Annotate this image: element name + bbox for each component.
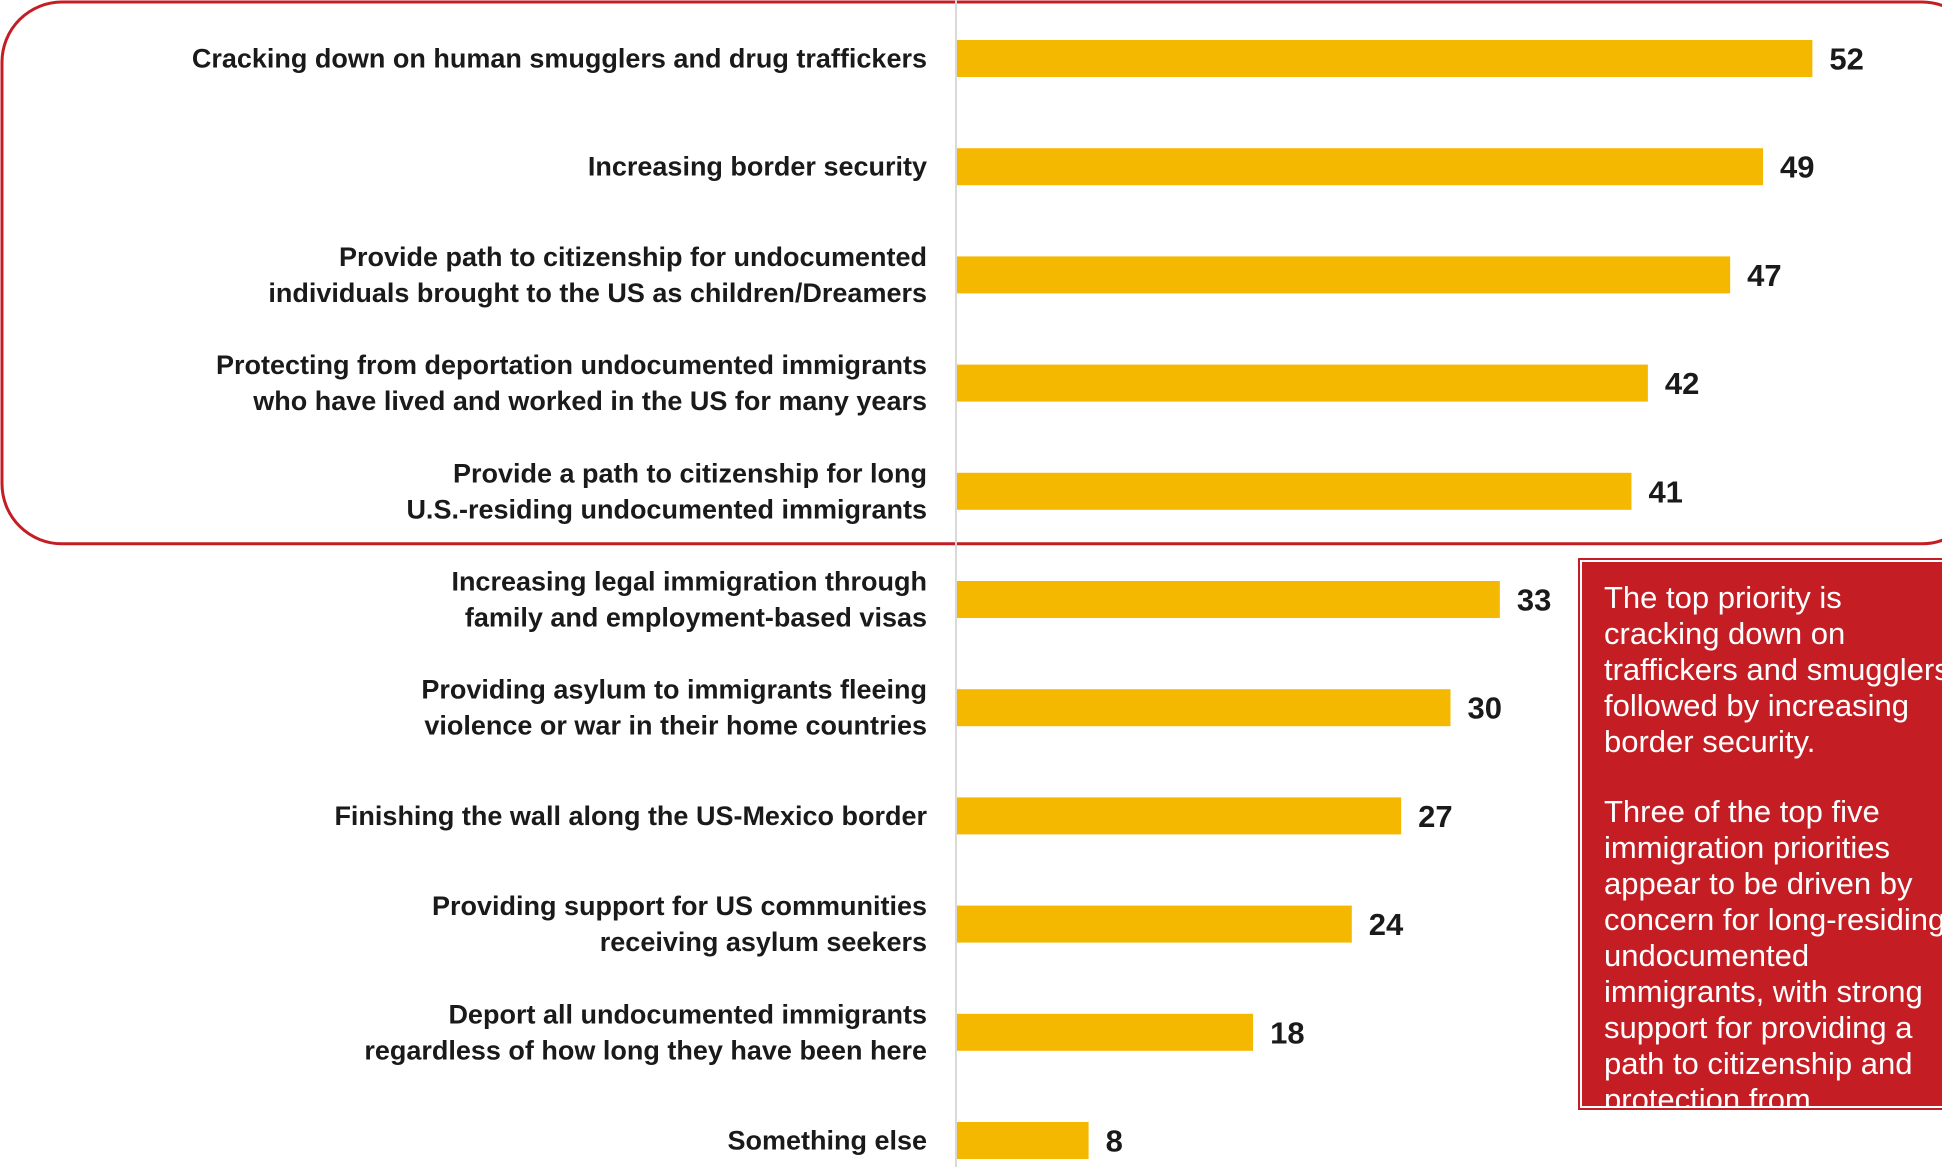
bar-2 bbox=[957, 148, 1764, 186]
value-label-7: 30 bbox=[1468, 691, 1502, 726]
category-label-10: Deport all undocumented immigrants regard… bbox=[364, 999, 927, 1065]
bar-8 bbox=[957, 797, 1402, 835]
value-label-1: 52 bbox=[1829, 42, 1863, 77]
category-label-8: Finishing the wall along the US-Mexico b… bbox=[334, 801, 927, 831]
category-label-6: Increasing legal immigration through fami… bbox=[451, 567, 927, 633]
bar-1 bbox=[957, 40, 1813, 77]
category-label-4: Protecting from deportation undocumented… bbox=[216, 350, 927, 416]
category-label-2: Increasing border security bbox=[588, 152, 927, 182]
bar-5 bbox=[957, 472, 1632, 510]
bar-7 bbox=[957, 689, 1451, 727]
callout-paragraph-1: The top priority is cracking down on tra… bbox=[1604, 580, 1942, 759]
value-label-5: 41 bbox=[1648, 474, 1682, 509]
value-label-8: 27 bbox=[1418, 799, 1452, 834]
value-label-9: 24 bbox=[1369, 907, 1404, 942]
value-label-4: 42 bbox=[1665, 366, 1699, 401]
callout-paragraph-2: Three of the top five immigration priori… bbox=[1604, 794, 1942, 1108]
bar-4 bbox=[957, 364, 1648, 402]
value-label-10: 18 bbox=[1270, 1015, 1304, 1050]
top-priorities-highlight-frame bbox=[0, 0, 1942, 546]
value-label-6: 33 bbox=[1517, 583, 1551, 618]
value-label-2: 49 bbox=[1780, 150, 1814, 185]
category-label-9: Providing support for US communities rece… bbox=[432, 891, 927, 957]
bar-9 bbox=[957, 905, 1352, 943]
value-label-11: 8 bbox=[1106, 1124, 1123, 1159]
value-label-3: 47 bbox=[1747, 258, 1781, 293]
category-label-7: Providing asylum to immigrants fleeing vi… bbox=[421, 675, 927, 741]
category-label-5: Provide a path to citizenship for long U.… bbox=[406, 458, 927, 524]
bar-3 bbox=[957, 256, 1731, 294]
category-label-3: Provide path to citizenship for undocume… bbox=[268, 242, 927, 308]
bar-6 bbox=[957, 581, 1500, 618]
bar-10 bbox=[957, 1013, 1254, 1051]
bar-11 bbox=[957, 1122, 1089, 1159]
callout-box: The top priority is cracking down on tra… bbox=[1578, 558, 1942, 1110]
category-label-11: Something else bbox=[727, 1126, 927, 1156]
category-label-1: Cracking down on human smugglers and dru… bbox=[192, 44, 927, 74]
